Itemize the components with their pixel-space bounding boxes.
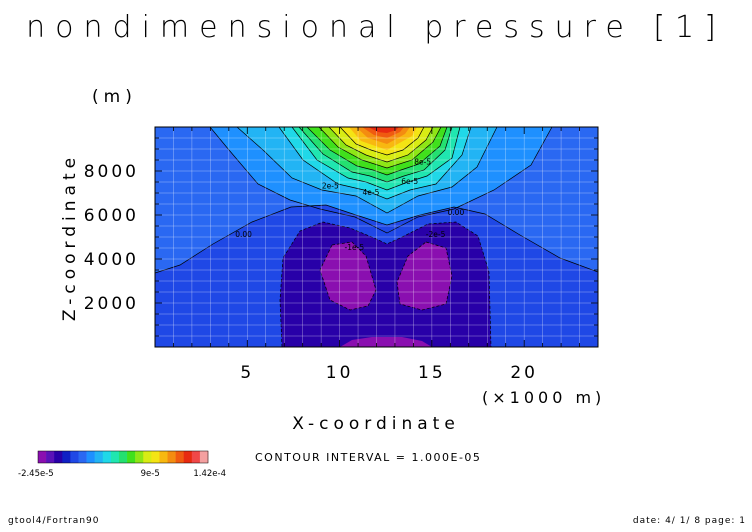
colorbar-swatch xyxy=(102,451,112,463)
contour-line-3e-5 xyxy=(278,127,472,200)
contour-line-8e-5 xyxy=(328,127,434,163)
contour-line-1e-5 xyxy=(209,127,553,234)
colorbar-swatch xyxy=(54,451,63,463)
region-1e-5-to-2e-5 xyxy=(210,127,552,233)
region-1.1e-4-to-1.2e-4 xyxy=(356,127,410,144)
colorbar-swatch xyxy=(191,451,201,463)
contour-line-6e-5 xyxy=(306,127,448,176)
x-tick-label: 5 xyxy=(240,363,254,383)
colorbar-swatch xyxy=(159,451,168,463)
colorbar-swatch xyxy=(135,451,144,463)
region-below-minus-2e-5-left xyxy=(320,242,376,310)
footer-date-page: date: 4/ 1/ 8 page: 1 xyxy=(632,516,746,526)
colorbar-swatch xyxy=(143,451,152,463)
y-axis-label: Z-coordinate xyxy=(60,152,80,322)
contour-fill-layer xyxy=(155,127,598,347)
chart-title: nondimensional pressure [1] xyxy=(26,10,726,45)
contour-line-zero xyxy=(155,204,598,274)
region-2e-5-to-3e-5 xyxy=(237,127,497,213)
y-tick-label: 4000 xyxy=(84,250,139,270)
region-below-0 xyxy=(155,205,598,347)
region-above-1.3e-4 xyxy=(368,127,399,133)
contour-label: 8e-5 xyxy=(414,157,431,166)
region-6e-5-to-7e-5 xyxy=(307,127,447,175)
axis-ticks: 5 10 15 20 2000 4000 6000 8000 xyxy=(84,127,598,383)
y-tick-label: 2000 xyxy=(84,294,139,314)
colorbar-swatch xyxy=(78,451,87,463)
region-0-to-1e-5 xyxy=(155,127,598,347)
region-8e-5-to-9e-5 xyxy=(329,127,433,162)
colorbar-swatch xyxy=(167,451,176,463)
contour-label: 2e-5 xyxy=(322,182,339,191)
region-below-minus-2e-5-right xyxy=(397,242,452,310)
region-below-minus-1e-5 xyxy=(280,222,491,347)
contour-lines xyxy=(155,127,598,347)
colorbar-swatch xyxy=(118,451,128,463)
contour-label: 0.00 xyxy=(235,230,252,239)
region-9e-5-to-1e-4 xyxy=(340,127,424,155)
contour-line-4e-5 xyxy=(291,127,461,191)
contour-line-minus-2e-5-left xyxy=(319,241,377,311)
contour-line-7e-5 xyxy=(318,127,442,169)
colorbar-swatch xyxy=(38,451,47,463)
region-7e-5-to-8e-5 xyxy=(319,127,441,168)
region-1e-4-to-1.1e-4 xyxy=(349,127,417,150)
y-axis-unit: (m) xyxy=(92,87,137,107)
contour-line-5e-5 xyxy=(298,127,453,183)
colorbar-frame xyxy=(37,450,209,464)
colorbar-tick-label: 9e-5 xyxy=(141,469,160,479)
colorbar-swatch xyxy=(86,451,95,463)
contour-line-2e-5 xyxy=(236,127,498,214)
y-tick-label: 6000 xyxy=(84,206,139,226)
contour-line-9e-5 xyxy=(339,127,425,156)
colorbar-swatch xyxy=(70,451,79,463)
grid xyxy=(155,127,598,347)
footer-software: gtool4/Fortran90 xyxy=(8,516,100,526)
colorbar-swatch xyxy=(46,451,55,463)
colorbar-swatch xyxy=(62,451,71,463)
contour-label: 0.00 xyxy=(448,208,465,217)
y-tick-label: 8000 xyxy=(84,162,139,182)
contour-labels: 2e-5 4e-5 6e-5 8e-5 0.00 0.00 -1e-5 -2e-5 xyxy=(235,157,464,252)
colorbar-swatch xyxy=(110,451,120,463)
contour-label: -2e-5 xyxy=(426,230,446,239)
colorbar: -2.45e-5 9e-5 1.42e-4 xyxy=(18,450,226,479)
contour-label: 4e-5 xyxy=(363,188,380,197)
colorbar-swatch xyxy=(151,451,160,463)
colorbar-swatch xyxy=(175,451,185,463)
region-4e-5-to-5e-5 xyxy=(292,127,460,190)
region-5e-5-to-6e-5 xyxy=(299,127,452,182)
contour-line-minus-2e-5-right xyxy=(396,241,453,311)
contour-label: 6e-5 xyxy=(401,177,418,186)
contour-interval-label: CONTOUR INTERVAL = 1.000E-05 xyxy=(255,451,482,464)
x-axis-label: X-coordinate xyxy=(292,414,460,434)
colorbar-swatch xyxy=(94,451,104,463)
colorbar-swatch xyxy=(199,451,209,463)
x-tick-label: 10 xyxy=(326,363,354,383)
x-tick-label: 20 xyxy=(510,363,538,383)
x-axis-unit: (×1000 m) xyxy=(482,388,606,407)
x-tick-label: 15 xyxy=(418,363,446,383)
region-1.2e-4-to-1.3e-4 xyxy=(362,127,404,138)
region-below-minus-2e-5-bottom xyxy=(340,337,432,347)
colorbar-max-label: 1.42e-4 xyxy=(193,469,226,479)
region-3e-5-to-4e-5 xyxy=(279,127,471,199)
contour-line-minus-1e-5 xyxy=(279,221,492,347)
contour-label: -1e-5 xyxy=(345,243,365,252)
plot-frame xyxy=(154,126,599,348)
colorbar-swatch xyxy=(127,451,136,463)
colorbar-min-label: -2.45e-5 xyxy=(18,469,54,479)
colorbar-swatch xyxy=(183,451,193,463)
